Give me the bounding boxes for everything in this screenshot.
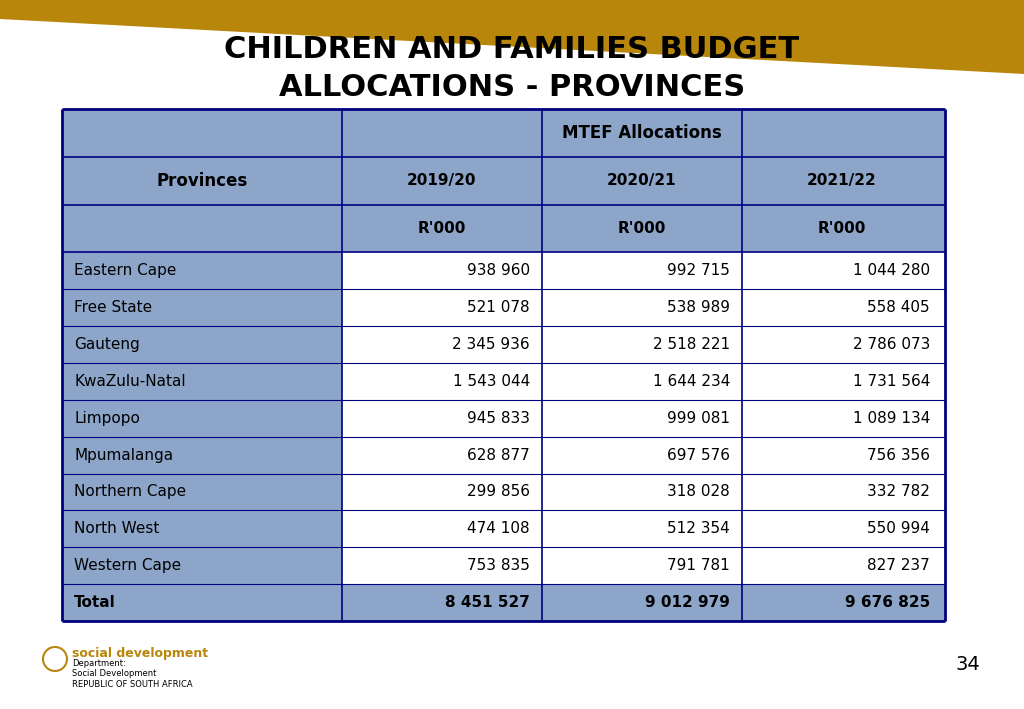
Text: 474 108: 474 108 (467, 521, 530, 536)
Text: 756 356: 756 356 (867, 447, 930, 462)
Text: 332 782: 332 782 (867, 484, 930, 499)
Text: 1 543 044: 1 543 044 (453, 374, 530, 389)
FancyBboxPatch shape (342, 437, 945, 474)
Text: 753 835: 753 835 (467, 558, 530, 573)
Text: MTEF Allocations: MTEF Allocations (562, 124, 722, 142)
FancyBboxPatch shape (62, 584, 945, 621)
FancyBboxPatch shape (342, 474, 945, 510)
FancyBboxPatch shape (342, 252, 945, 289)
Text: 299 856: 299 856 (467, 484, 530, 499)
Text: 34: 34 (955, 654, 980, 674)
Text: R'000: R'000 (617, 221, 667, 236)
Text: Mpumalanga: Mpumalanga (74, 447, 173, 462)
FancyBboxPatch shape (342, 363, 945, 400)
Text: R'000: R'000 (818, 221, 866, 236)
FancyBboxPatch shape (342, 510, 945, 547)
Text: Limpopo: Limpopo (74, 411, 140, 425)
Text: KwaZulu-Natal: KwaZulu-Natal (74, 374, 185, 389)
FancyBboxPatch shape (342, 326, 945, 363)
Text: North West: North West (74, 521, 160, 536)
Text: Free State: Free State (74, 300, 153, 316)
Text: social development: social development (72, 647, 208, 661)
Text: 318 028: 318 028 (668, 484, 730, 499)
Text: 9 676 825: 9 676 825 (845, 595, 930, 610)
Text: 2019/20: 2019/20 (408, 173, 477, 188)
Text: Northern Cape: Northern Cape (74, 484, 186, 499)
FancyBboxPatch shape (342, 400, 945, 437)
Text: 1 731 564: 1 731 564 (853, 374, 930, 389)
Text: 558 405: 558 405 (867, 300, 930, 316)
FancyBboxPatch shape (342, 289, 945, 326)
Text: Provinces: Provinces (157, 172, 248, 190)
Text: 827 237: 827 237 (867, 558, 930, 573)
Text: 791 781: 791 781 (668, 558, 730, 573)
Text: Western Cape: Western Cape (74, 558, 181, 573)
FancyBboxPatch shape (342, 547, 945, 584)
Text: 9 012 979: 9 012 979 (645, 595, 730, 610)
Text: 538 989: 538 989 (667, 300, 730, 316)
Text: 521 078: 521 078 (467, 300, 530, 316)
Text: Gauteng: Gauteng (74, 337, 139, 352)
Text: 938 960: 938 960 (467, 263, 530, 279)
Text: 8 451 527: 8 451 527 (445, 595, 530, 610)
Text: 2021/22: 2021/22 (807, 173, 877, 188)
Text: ALLOCATIONS - PROVINCES: ALLOCATIONS - PROVINCES (279, 72, 745, 101)
Text: Total: Total (74, 595, 116, 610)
Text: 992 715: 992 715 (667, 263, 730, 279)
Text: 628 877: 628 877 (467, 447, 530, 462)
Text: 2020/21: 2020/21 (607, 173, 677, 188)
Text: Eastern Cape: Eastern Cape (74, 263, 176, 279)
Text: 1 044 280: 1 044 280 (853, 263, 930, 279)
Text: 1 644 234: 1 644 234 (652, 374, 730, 389)
Text: 2 786 073: 2 786 073 (853, 337, 930, 352)
Text: 1 089 134: 1 089 134 (853, 411, 930, 425)
FancyBboxPatch shape (62, 109, 945, 252)
FancyBboxPatch shape (62, 252, 342, 621)
Text: 550 994: 550 994 (867, 521, 930, 536)
Polygon shape (0, 0, 1024, 74)
Text: Department:
Social Development
REPUBLIC OF SOUTH AFRICA: Department: Social Development REPUBLIC … (72, 659, 193, 689)
Text: 512 354: 512 354 (668, 521, 730, 536)
Text: R'000: R'000 (418, 221, 466, 236)
Text: 945 833: 945 833 (467, 411, 530, 425)
Text: CHILDREN AND FAMILIES BUDGET: CHILDREN AND FAMILIES BUDGET (224, 35, 800, 64)
Text: 2 518 221: 2 518 221 (653, 337, 730, 352)
Text: 697 576: 697 576 (667, 447, 730, 462)
Text: 999 081: 999 081 (667, 411, 730, 425)
Text: 2 345 936: 2 345 936 (453, 337, 530, 352)
